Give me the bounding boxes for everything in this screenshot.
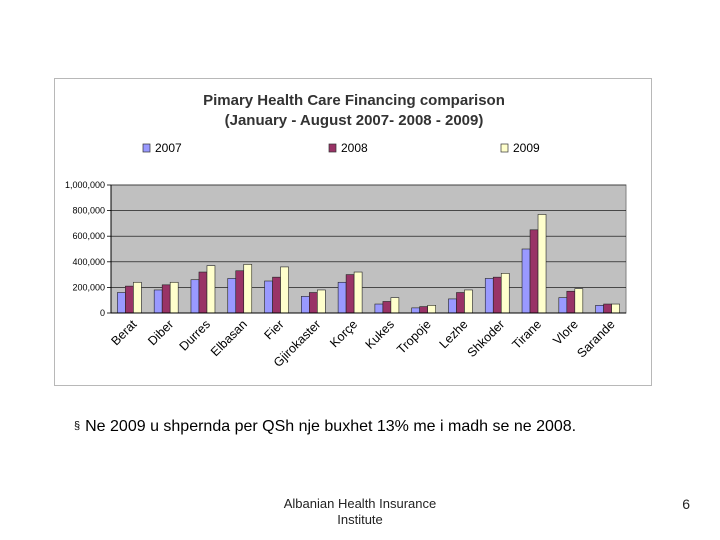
plot-area bbox=[110, 184, 627, 314]
x-category-label: Kukes bbox=[363, 317, 397, 351]
bar-Korçe-2009 bbox=[353, 271, 363, 314]
legend-label-2009: 2009 bbox=[513, 141, 540, 155]
footer-line-1: Albanian Health Insurance bbox=[283, 496, 437, 511]
x-category-label: Sarande bbox=[574, 317, 617, 360]
bar-Sarande-2008 bbox=[603, 303, 612, 314]
bar-Berat-2009 bbox=[133, 281, 142, 314]
bar-Diber-2009 bbox=[169, 281, 179, 314]
bar-Shkoder-2009 bbox=[500, 273, 510, 314]
page-number: 6 bbox=[682, 496, 690, 512]
bar-Diber-2008 bbox=[161, 284, 171, 314]
y-tick-label: 800,000 bbox=[72, 206, 105, 216]
bar-Gjirokaster-2009 bbox=[317, 289, 326, 314]
bar-Lezhe-2008 bbox=[456, 292, 465, 314]
bar-Vlore-2009 bbox=[574, 288, 584, 314]
bar-Elbasan-2007 bbox=[227, 278, 237, 314]
x-category-label: Berat bbox=[108, 317, 139, 348]
legend-label-2007: 2007 bbox=[155, 141, 182, 155]
bar-Tirane-2007 bbox=[521, 248, 531, 314]
bar-Shkoder-2008 bbox=[492, 276, 502, 314]
bar-Durres-2009 bbox=[206, 265, 216, 314]
y-tick-label: 400,000 bbox=[72, 257, 105, 267]
bar-Tropoje-2007 bbox=[411, 307, 420, 314]
bar-Fier-2007 bbox=[264, 280, 273, 314]
bar-Berat-2008 bbox=[125, 285, 134, 314]
x-category-label: Diber bbox=[145, 317, 176, 348]
y-tick-label: 1,000,000 bbox=[65, 180, 105, 190]
bar-Vlore-2008 bbox=[566, 290, 576, 314]
y-tick-label: 200,000 bbox=[72, 282, 105, 292]
bar-Elbasan-2009 bbox=[243, 264, 253, 314]
x-category-label: Fier bbox=[262, 317, 287, 342]
bar-Kukes-2007 bbox=[374, 303, 384, 314]
bar-Kukes-2008 bbox=[382, 301, 392, 314]
x-category-label: Lezhe bbox=[437, 317, 471, 351]
legend-swatch-2008 bbox=[328, 143, 337, 153]
bar-Tropoje-2009 bbox=[427, 305, 436, 314]
bar-Durres-2008 bbox=[198, 271, 208, 314]
bullet-marker: § bbox=[74, 420, 81, 432]
bar-Fier-2008 bbox=[272, 276, 281, 314]
x-category-label: Elbasan bbox=[208, 317, 250, 359]
bar-Diber-2007 bbox=[153, 289, 163, 314]
bar-Gjirokaster-2008 bbox=[309, 292, 318, 314]
footer: Albanian Health Insurance Institute bbox=[260, 496, 460, 528]
legend-label-2008: 2008 bbox=[341, 141, 368, 155]
bar-Gjirokaster-2007 bbox=[301, 296, 310, 314]
bar-Sarande-2009 bbox=[611, 303, 620, 314]
bar-Durres-2007 bbox=[190, 279, 200, 314]
bar-Shkoder-2007 bbox=[484, 278, 494, 314]
chart-title-line-2: (January - August 2007- 2008 - 2009) bbox=[225, 112, 484, 129]
chart-title-line-1: Pimary Health Care Financing comparison bbox=[203, 92, 505, 109]
bar-Fier-2009 bbox=[280, 266, 289, 314]
x-category-label: Shkoder bbox=[465, 317, 508, 360]
bullet-point: § Ne 2009 u shpernda per QSh nje buxhet 1… bbox=[74, 418, 576, 436]
bullet-text: Ne 2009 u shpernda per QSh nje buxhet 13… bbox=[85, 418, 577, 435]
y-tick-label: 600,000 bbox=[72, 231, 105, 241]
bar-Berat-2007 bbox=[117, 292, 126, 314]
x-category-label: Vlore bbox=[550, 317, 581, 348]
bar-Vlore-2007 bbox=[558, 297, 568, 314]
bar-Korçe-2008 bbox=[345, 274, 355, 314]
bar-Tropoje-2008 bbox=[419, 306, 428, 314]
y-tick-label: 0 bbox=[100, 308, 105, 318]
bar-Elbasan-2008 bbox=[235, 270, 245, 314]
bar-Lezhe-2007 bbox=[448, 298, 457, 314]
x-category-label: Korçe bbox=[327, 317, 360, 350]
x-category-label: Tropoje bbox=[394, 317, 434, 357]
x-category-label: Tirane bbox=[510, 317, 545, 352]
bar-Sarande-2007 bbox=[595, 305, 604, 314]
chart-frame: Pimary Health Care Financing comparison (… bbox=[54, 78, 652, 386]
bar-Tirane-2009 bbox=[537, 214, 547, 314]
bar-chart: Pimary Health Care Financing comparison (… bbox=[65, 92, 627, 370]
legend-swatch-2007 bbox=[142, 143, 151, 153]
bar-Tirane-2008 bbox=[529, 229, 539, 314]
bar-Lezhe-2009 bbox=[464, 289, 473, 314]
legend-swatch-2009 bbox=[500, 143, 509, 153]
bar-Kukes-2009 bbox=[390, 297, 400, 314]
bar-Korçe-2007 bbox=[337, 281, 347, 314]
footer-line-2: Institute bbox=[337, 512, 383, 527]
